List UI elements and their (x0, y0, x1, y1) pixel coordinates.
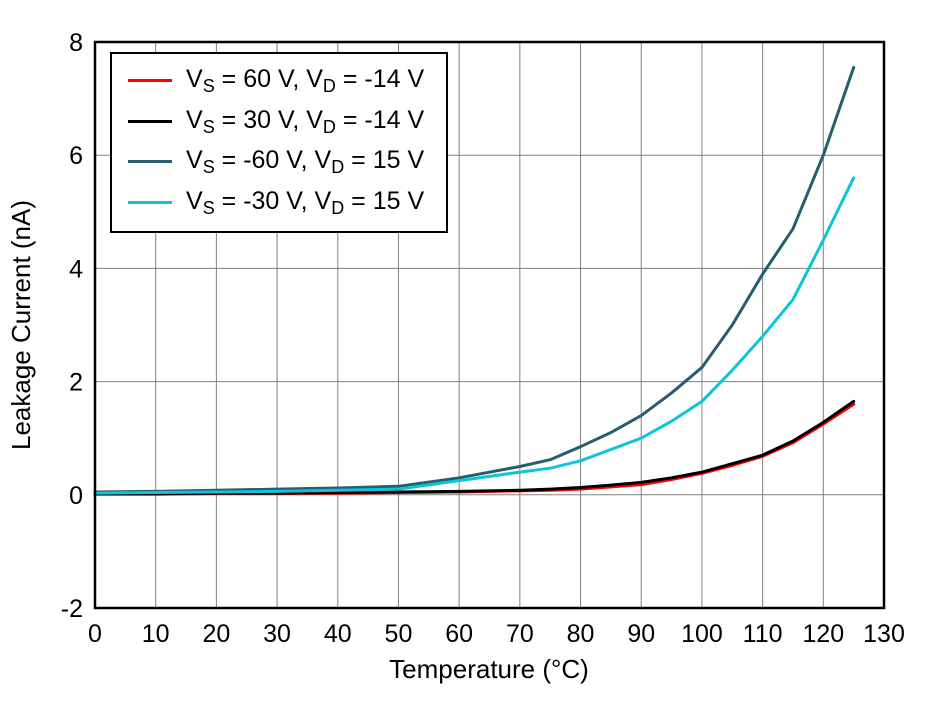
legend-item: VS = -60 V, VD = 15 V (128, 145, 424, 179)
y-tick-label: 8 (69, 29, 83, 57)
x-tick-label: 20 (202, 620, 230, 648)
y-tick-label: 4 (69, 255, 83, 283)
legend-swatch (128, 160, 172, 164)
y-tick-label: 6 (69, 142, 83, 170)
plot-border (93, 40, 886, 610)
legend-label: VS = -60 V, VD = 15 V (186, 146, 425, 177)
x-tick-label: 50 (385, 620, 413, 648)
x-tick-label: 80 (567, 620, 595, 648)
legend-label: VS = 30 V, VD = -14 V (186, 105, 425, 137)
x-tick-label: 10 (142, 620, 170, 648)
legend-item: VS = 60 V, VD = -14 V (128, 64, 424, 98)
y-tick-label: 2 (69, 369, 83, 397)
y-tick-label: 0 (69, 482, 83, 510)
y-axis-title: Leakage Current (nA) (6, 200, 36, 450)
legend-swatch (128, 119, 172, 123)
legend-item: VS = 30 V, VD = -14 V (128, 105, 424, 139)
legend-label: VS = -30 V, VD = 15 V (186, 186, 425, 218)
x-tick-label: 0 (88, 620, 102, 648)
legend: VS = 60 V, VD = -14 V VS = 30 V, VD = -14… (110, 52, 449, 233)
grid-layer (95, 42, 884, 608)
series-line-2 (93, 65, 856, 494)
y-tick-label: -2 (61, 595, 83, 623)
x-tick-label: 30 (263, 620, 291, 648)
x-tick-label: 70 (506, 620, 534, 648)
series-line-1 (93, 399, 856, 496)
series-layer (93, 65, 856, 496)
x-tick-label: 120 (802, 620, 844, 648)
x-axis-title: Temperature (°C) (389, 654, 589, 684)
x-tick-label: 100 (681, 620, 723, 648)
x-tick-label: 90 (627, 620, 655, 648)
x-tick-label: 110 (743, 620, 783, 648)
series-line-3 (93, 176, 856, 495)
series-line-0 (93, 402, 856, 496)
legend-swatch (128, 79, 172, 83)
legend-item: VS = -30 V, VD = 15 V (128, 186, 424, 220)
legend-swatch (128, 200, 172, 204)
x-tick-label: 40 (324, 620, 352, 648)
legend-label: VS = 60 V, VD = -14 V (186, 65, 425, 96)
x-tick-label: 130 (863, 620, 905, 648)
x-tick-label: 60 (445, 620, 473, 648)
